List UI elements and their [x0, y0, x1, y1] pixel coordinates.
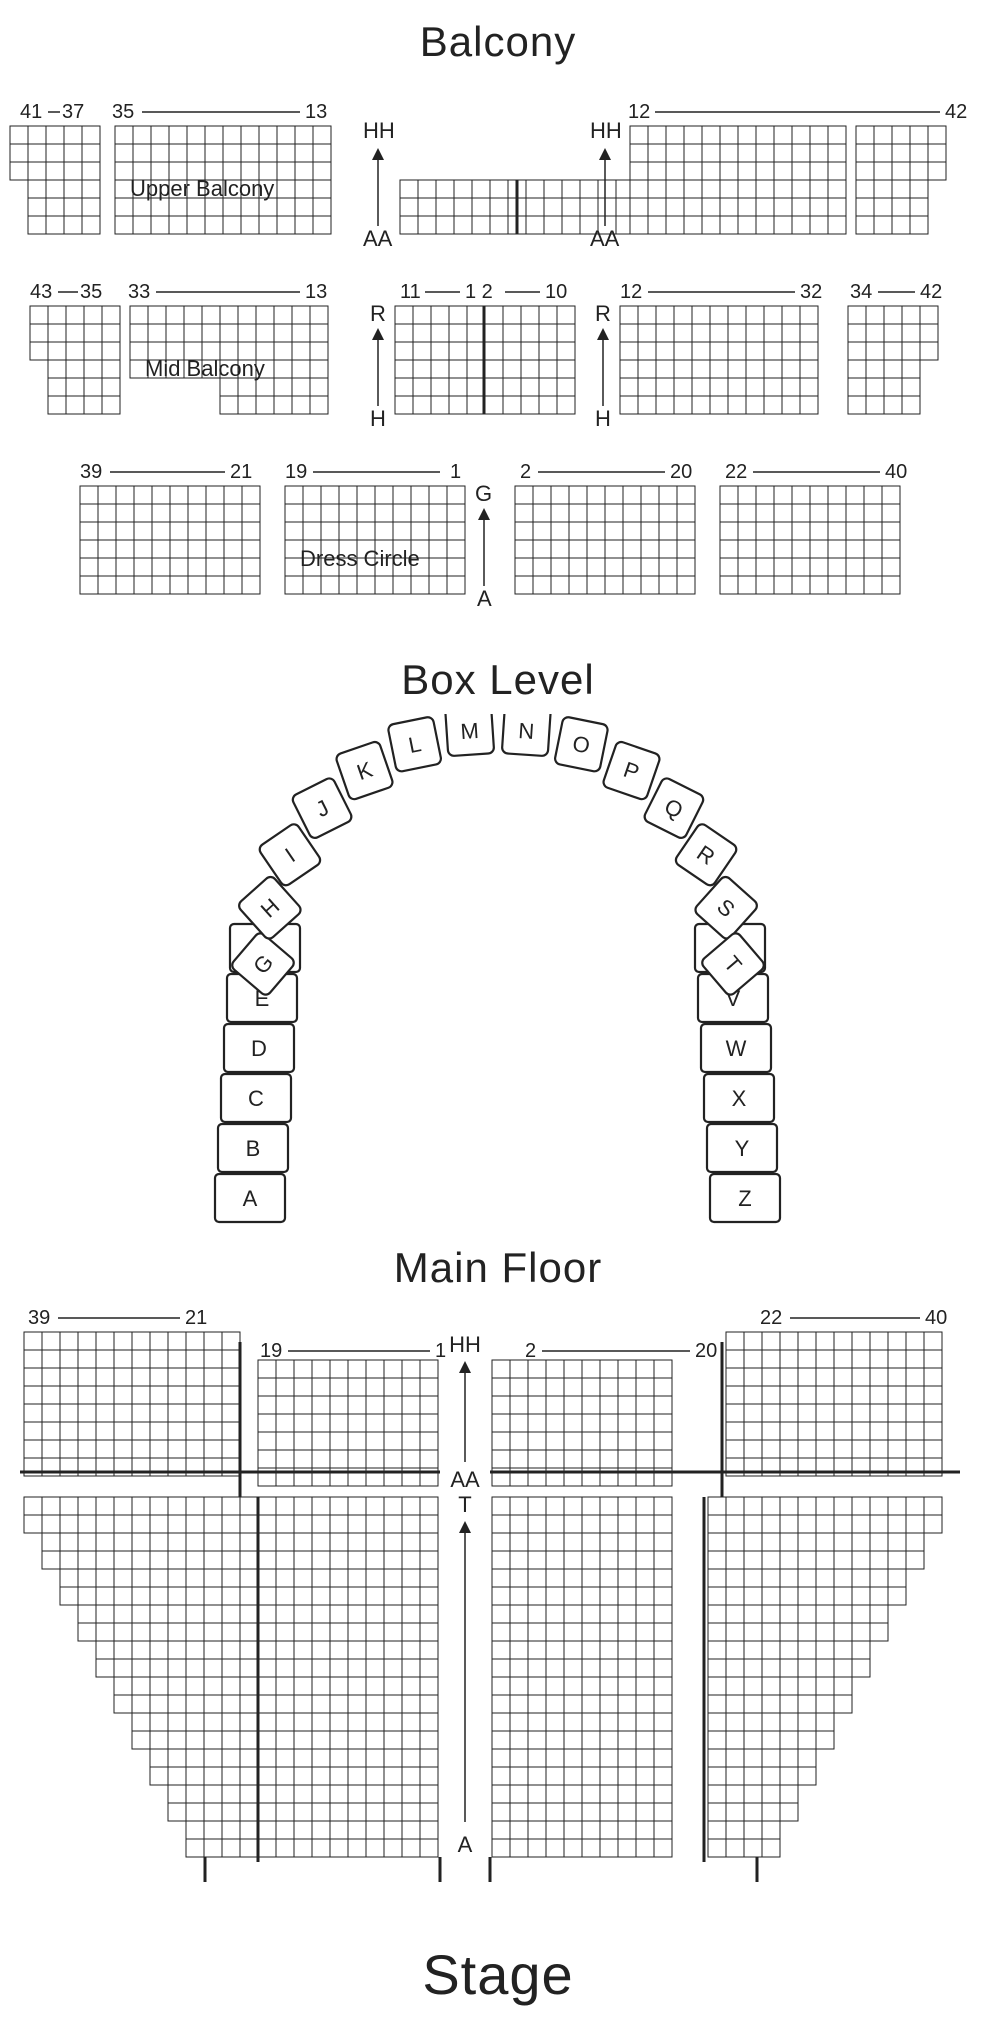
mb-r3c: 1 2 — [465, 281, 493, 303]
mf-row-t: T — [458, 1492, 471, 1517]
mf-r3r: 20 — [695, 1340, 717, 1362]
mf-row-aa: AA — [450, 1467, 480, 1492]
balcony-title: Balcony — [0, 18, 996, 66]
box-diagram: ABCDEFZYXWVUGHIJKLMNOPQRST — [0, 714, 996, 1234]
ub-row-aa-l: AA — [363, 226, 393, 251]
svg-text:X: X — [732, 1086, 747, 1111]
svg-text:D: D — [251, 1036, 267, 1061]
ub-right — [630, 126, 846, 234]
mf-r1r: 21 — [185, 1307, 207, 1329]
mb-row-r-r: R — [595, 301, 611, 326]
ub-range-1-r: 37 — [62, 101, 84, 123]
ub-range-3-l: 12 — [628, 101, 650, 123]
dc-r1r: 21 — [230, 461, 252, 483]
ub-range-2-l: 35 — [112, 101, 134, 123]
mb-r4l: 12 — [620, 281, 642, 303]
dc-row-a: A — [477, 586, 492, 611]
mb-r1r: 35 — [80, 281, 102, 303]
mb-row-h-r: H — [595, 406, 611, 431]
svg-text:C: C — [248, 1086, 264, 1111]
ub-row-aa-r: AA — [590, 226, 620, 251]
main-floor-diagram: 39 21 19 1 2 20 22 40 HH AA T A — [0, 1302, 996, 1902]
ub-range-1-l: 41 — [20, 101, 42, 123]
svg-text:B: B — [246, 1136, 261, 1161]
ub-range-2-r: 13 — [305, 101, 327, 123]
mf-r2r: 1 — [435, 1340, 446, 1362]
dc-r4r: 40 — [885, 461, 907, 483]
mf-row-hh: HH — [449, 1332, 481, 1357]
box-horseshoe: ABCDEFZYXWVUGHIJKLMNOPQRST — [215, 714, 780, 1222]
mb-far-right — [848, 306, 938, 414]
mf-inner-right — [492, 1360, 672, 1857]
mb-right — [620, 306, 818, 414]
ub-far-left — [10, 126, 100, 234]
mf-outer-left — [24, 1332, 258, 1857]
svg-text:Z: Z — [738, 1186, 751, 1211]
box-title: Box Level — [0, 656, 996, 704]
mb-row-r-l: R — [370, 301, 386, 326]
dc-r3r: 20 — [670, 461, 692, 483]
mb-row-h-l: H — [370, 406, 386, 431]
dc-r2r: 1 — [450, 461, 461, 483]
mb-r4r: 32 — [800, 281, 822, 303]
stage-title: Stage — [0, 1942, 996, 2007]
mf-r3l: 2 — [525, 1340, 536, 1362]
mf-r1l: 39 — [28, 1307, 50, 1329]
mid-balcony-label: Mid Balcony — [145, 356, 265, 381]
dc-block-a — [80, 486, 260, 594]
mf-r2l: 19 — [260, 1340, 282, 1362]
svg-text:A: A — [243, 1186, 258, 1211]
ub-row-hh-l: HH — [363, 118, 395, 143]
ub-far-right — [856, 126, 946, 234]
svg-text:M: M — [460, 718, 480, 744]
mb-r3r: 10 — [545, 281, 567, 303]
ub-row-hh-r: HH — [590, 118, 622, 143]
mb-r3l: 11 — [400, 281, 421, 303]
upper-balcony-label: Upper Balcony — [130, 176, 274, 201]
balcony-diagram: 41 37 35 13 12 42 Upper Balcony HH AA HH… — [0, 76, 996, 636]
main-title: Main Floor — [0, 1244, 996, 1292]
mb-r2r: 13 — [305, 281, 327, 303]
dress-circle-label: Dress Circle — [300, 546, 420, 571]
dc-block-b — [285, 486, 465, 594]
dc-block-d — [720, 486, 900, 594]
dc-r4l: 22 — [725, 461, 747, 483]
mb-r5l: 34 — [850, 281, 872, 303]
mb-far-left — [30, 306, 120, 414]
svg-text:Y: Y — [735, 1136, 750, 1161]
mb-r5r: 42 — [920, 281, 942, 303]
mb-r1l: 43 — [30, 281, 52, 303]
svg-text:N: N — [518, 718, 536, 744]
dc-r1l: 39 — [80, 461, 102, 483]
mf-row-a: A — [458, 1832, 473, 1857]
mf-r4r: 40 — [925, 1307, 947, 1329]
mf-outer-right — [708, 1332, 942, 1857]
dc-r2l: 19 — [285, 461, 307, 483]
dc-block-c — [515, 486, 695, 594]
svg-text:W: W — [726, 1036, 747, 1061]
dc-r3l: 2 — [520, 461, 531, 483]
mf-r4l: 22 — [760, 1307, 782, 1329]
mf-inner-left — [258, 1360, 438, 1857]
dc-row-g: G — [475, 481, 492, 506]
ub-range-3-r: 42 — [945, 101, 967, 123]
mb-r2l: 33 — [128, 281, 150, 303]
